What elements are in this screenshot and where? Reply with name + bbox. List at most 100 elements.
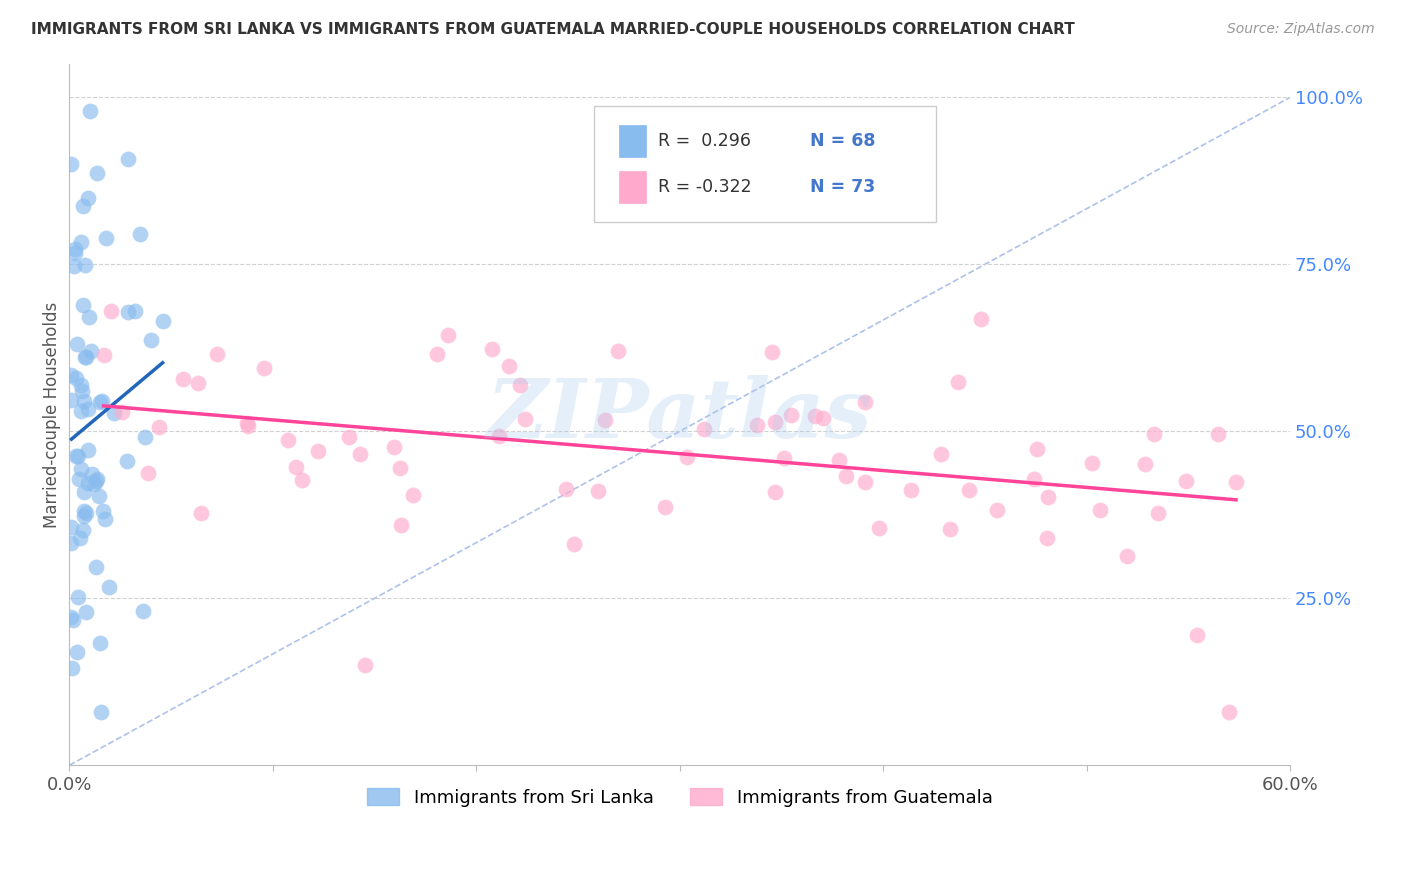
Point <box>1225 475 1247 489</box>
Point <box>117 153 139 167</box>
Point <box>62 613 84 627</box>
Point <box>80 467 103 481</box>
Point <box>152 314 174 328</box>
Point <box>285 459 308 474</box>
Point <box>676 450 699 465</box>
Point <box>94 512 117 526</box>
Point <box>87 489 110 503</box>
Text: ZIPatlas: ZIPatlas <box>486 375 873 455</box>
Point <box>513 412 536 426</box>
Point <box>205 347 228 361</box>
Point <box>63 243 86 257</box>
Point <box>60 661 83 675</box>
Point <box>134 430 156 444</box>
Point <box>86 474 108 488</box>
Point <box>1025 442 1047 457</box>
Point <box>970 312 993 326</box>
Point <box>1024 472 1046 486</box>
Point <box>72 509 94 524</box>
Point <box>939 522 962 536</box>
Point <box>481 343 503 357</box>
Point <box>236 419 259 434</box>
Point <box>77 310 100 325</box>
Point <box>89 636 111 650</box>
Point <box>103 406 125 420</box>
Point <box>1081 456 1104 470</box>
Point <box>835 468 858 483</box>
Point <box>73 484 96 499</box>
Point <box>66 449 89 463</box>
Point <box>69 377 91 392</box>
Point <box>60 536 83 550</box>
Point <box>1218 705 1240 719</box>
Point <box>93 349 115 363</box>
Point <box>654 500 676 514</box>
Point <box>811 410 834 425</box>
Point <box>148 419 170 434</box>
Point <box>65 371 87 385</box>
Text: R = -0.322: R = -0.322 <box>658 178 751 196</box>
Point <box>853 475 876 489</box>
Point <box>1206 426 1229 441</box>
Point <box>389 517 412 532</box>
Point <box>129 227 152 241</box>
Point <box>72 199 94 213</box>
Point <box>72 384 94 398</box>
Point <box>69 531 91 545</box>
Point <box>67 472 90 486</box>
Point <box>63 259 86 273</box>
Bar <box>619 125 645 157</box>
Point <box>1036 490 1059 504</box>
Point <box>75 506 97 520</box>
Point <box>66 336 89 351</box>
Point <box>1133 457 1156 471</box>
Point <box>136 466 159 480</box>
Point <box>90 705 112 719</box>
Point <box>69 461 91 475</box>
Point <box>900 483 922 498</box>
Point <box>190 506 212 520</box>
Point <box>1035 531 1057 545</box>
Point <box>436 327 458 342</box>
Point <box>692 422 714 436</box>
Point <box>1147 507 1170 521</box>
Point <box>83 476 105 491</box>
Point <box>853 394 876 409</box>
Text: IMMIGRANTS FROM SRI LANKA VS IMMIGRANTS FROM GUATEMALA MARRIED-COUPLE HOUSEHOLDS: IMMIGRANTS FROM SRI LANKA VS IMMIGRANTS … <box>31 22 1074 37</box>
Point <box>607 343 630 358</box>
Point <box>1143 427 1166 442</box>
Point <box>307 444 329 458</box>
Point <box>72 298 94 312</box>
Point <box>426 347 449 361</box>
Point <box>488 428 510 442</box>
Point <box>869 521 891 535</box>
Point <box>96 231 118 245</box>
Point <box>91 393 114 408</box>
Point <box>1175 474 1198 488</box>
Point <box>349 446 371 460</box>
Point <box>1088 503 1111 517</box>
Y-axis label: Married-couple Households: Married-couple Households <box>44 301 60 528</box>
Point <box>827 453 849 467</box>
Point <box>1115 549 1137 563</box>
Legend: Immigrants from Sri Lanka, Immigrants from Guatemala: Immigrants from Sri Lanka, Immigrants fr… <box>359 779 1001 816</box>
Point <box>67 591 90 605</box>
Point <box>131 604 153 618</box>
Point <box>86 166 108 180</box>
Point <box>763 415 786 429</box>
Point <box>75 605 97 619</box>
Point <box>117 453 139 467</box>
Point <box>1185 628 1208 642</box>
Point <box>80 343 103 358</box>
Point <box>498 359 520 373</box>
Point <box>77 191 100 205</box>
Point <box>91 503 114 517</box>
Point <box>60 368 83 382</box>
Text: N = 73: N = 73 <box>810 178 876 196</box>
Point <box>763 484 786 499</box>
Point <box>60 520 83 534</box>
Bar <box>619 171 645 202</box>
Point <box>337 430 360 444</box>
Point <box>252 361 274 376</box>
Point <box>124 304 146 318</box>
